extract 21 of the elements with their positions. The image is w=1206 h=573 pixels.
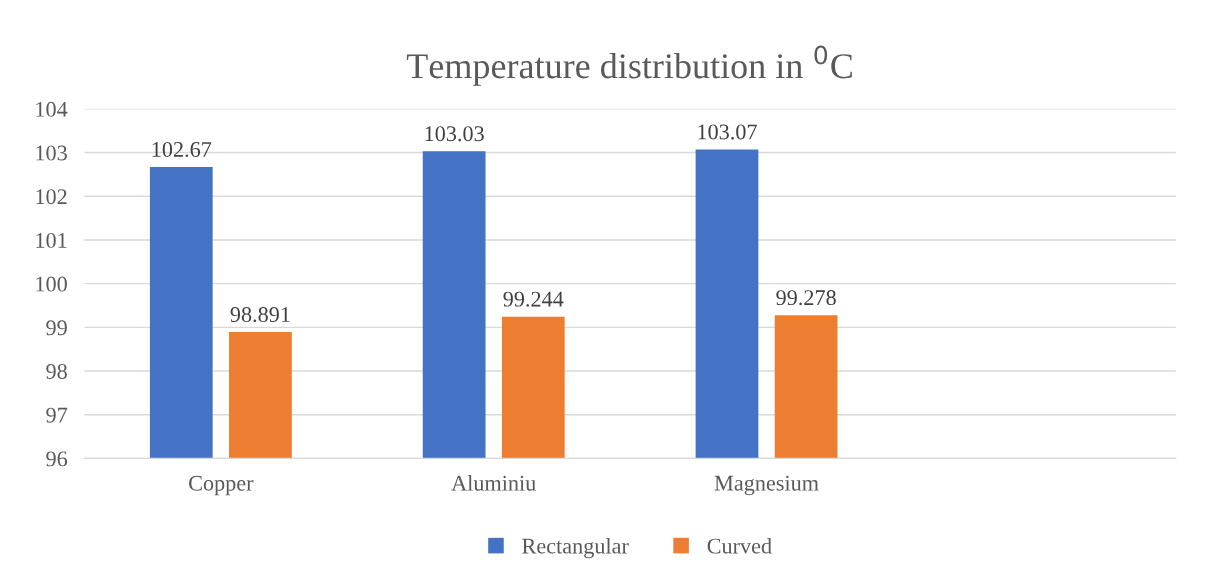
legend-label: Curved bbox=[707, 537, 772, 554]
y-tick-label: 97 bbox=[46, 407, 68, 423]
data-label: 102.67 bbox=[152, 141, 212, 158]
legend-label: Rectangular bbox=[522, 537, 629, 559]
y-tick-label: 103 bbox=[36, 145, 67, 161]
data-label: 103.03 bbox=[425, 126, 484, 142]
data-label: 103.07 bbox=[698, 124, 757, 140]
y-tick-label: 101 bbox=[36, 232, 67, 248]
data-label: 99.278 bbox=[776, 290, 836, 306]
y-tick-label: 98 bbox=[46, 363, 67, 379]
y-tick-label: 104 bbox=[36, 101, 68, 117]
y-tick-label: 96 bbox=[46, 451, 68, 467]
chart-title: Temperature distribution in $^{0}$C bbox=[406, 45, 852, 86]
x-tick-label: Aluminiu bbox=[451, 475, 536, 491]
data-label: 98.891 bbox=[230, 307, 290, 323]
data-label: 99.244 bbox=[503, 291, 564, 307]
x-tick-label: Copper bbox=[189, 475, 254, 496]
y-tick-label: 99 bbox=[46, 320, 67, 336]
y-tick-label: 100 bbox=[36, 276, 67, 292]
x-tick-label: Magnesium bbox=[714, 475, 819, 496]
y-tick-label: 102 bbox=[36, 189, 67, 205]
